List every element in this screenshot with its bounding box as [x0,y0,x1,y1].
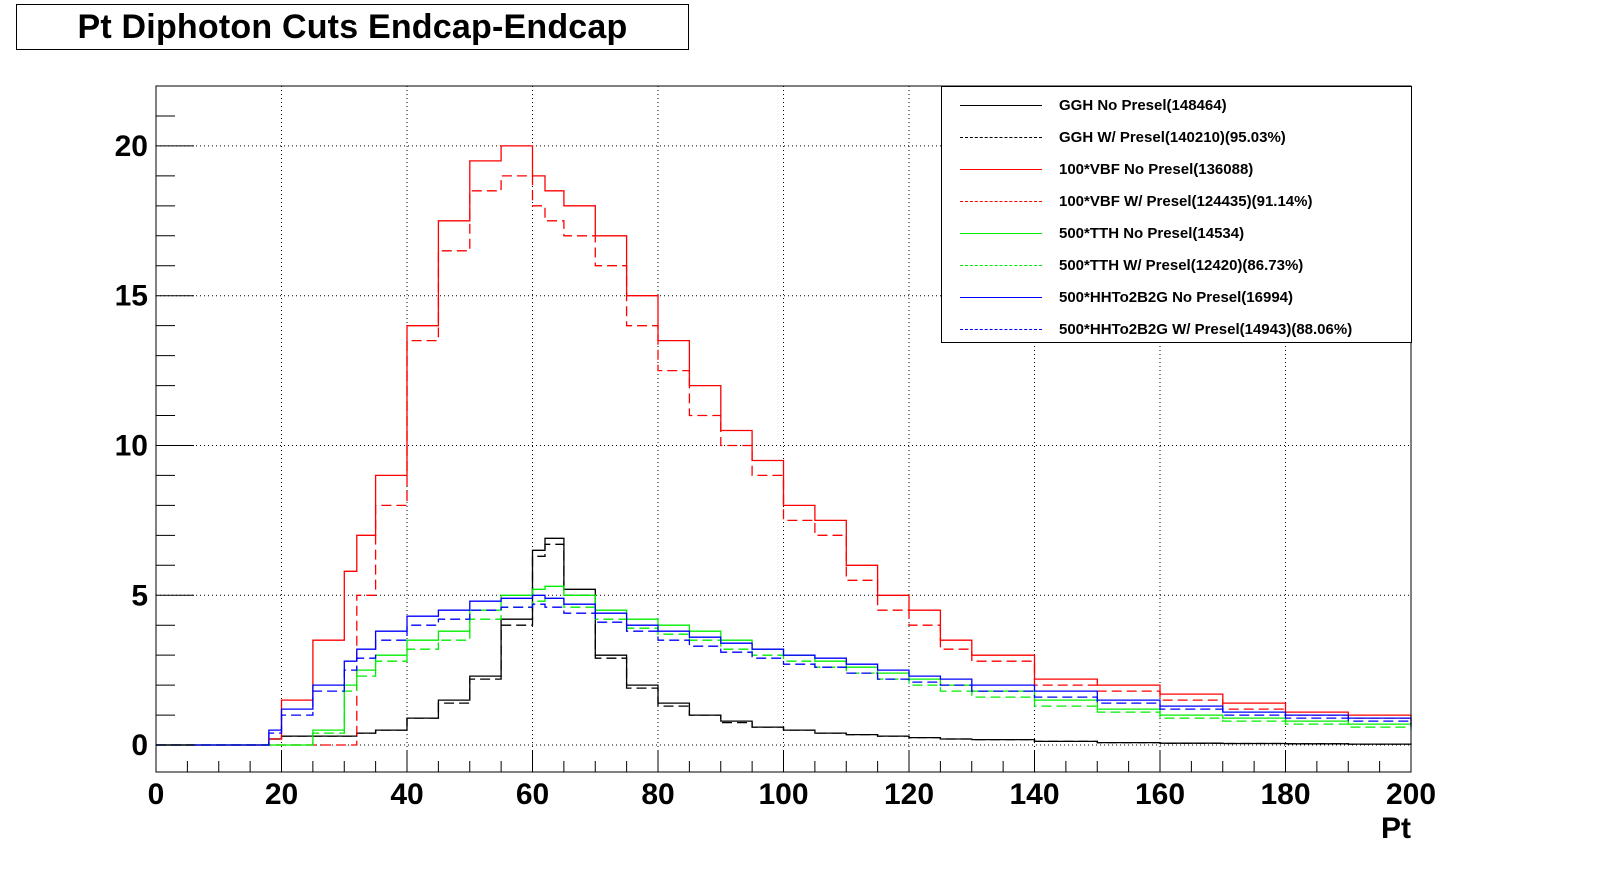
title-box: Pt Diphoton Cuts Endcap-Endcap [16,4,689,50]
x-tick-label: 80 [641,778,674,811]
series-line-5 [156,597,1412,746]
x-tick-label: 120 [884,778,934,811]
legend-entry: 100*VBF No Presel(136088) [942,154,1411,186]
x-tick-label: 0 [148,778,165,811]
x-tick-label: 200 [1386,778,1436,811]
series-line-2 [156,145,1412,746]
legend-line-sample [960,201,1042,202]
series-layer [156,145,1412,746]
x-tick-label: 180 [1260,778,1310,811]
legend-entry: GGH No Presel(148464) [942,90,1411,122]
x-tick-label: 160 [1135,778,1185,811]
series-line-3 [156,175,1412,746]
y-tick-label: 10 [115,429,148,462]
chart-title: Pt Diphoton Cuts Endcap-Endcap [77,7,628,46]
legend-line-sample [960,297,1042,298]
legend-label: GGH No Presel(148464) [1059,97,1227,114]
x-tick-label: 40 [390,778,423,811]
series-line-6 [156,594,1412,746]
legend-line-sample [960,329,1042,330]
legend: GGH No Presel(148464) GGH W/ Presel(14021… [941,86,1412,343]
y-tick-label: 5 [131,579,148,612]
x-tick-label: 140 [1009,778,1059,811]
legend-line-sample [960,169,1042,170]
legend-label: 100*VBF No Presel(136088) [1059,161,1254,178]
legend-label: 500*HHTo2B2G No Presel(16994) [1059,289,1293,306]
series-line-1 [156,543,1412,746]
x-axis-title: Pt [1381,812,1411,845]
legend-entry: 500*TTH No Presel(14534) [942,218,1411,250]
x-tick-label: 100 [758,778,808,811]
legend-label: 500*HHTo2B2G W/ Presel(14943)(88.06%) [1059,321,1353,338]
series-line-7 [156,603,1412,746]
x-tick-label: 60 [516,778,549,811]
legend-entry: 500*TTH W/ Presel(12420)(86.73%) [942,250,1411,282]
legend-line-sample [960,137,1042,138]
legend-label: 500*TTH No Presel(14534) [1059,225,1245,242]
legend-label: GGH W/ Presel(140210)(95.03%) [1059,129,1286,146]
legend-label: 500*TTH W/ Presel(12420)(86.73%) [1059,257,1304,274]
y-tick-label: 20 [115,130,148,163]
legend-label: 100*VBF W/ Presel(124435)(91.14%) [1059,193,1313,210]
x-tick-label: 20 [265,778,298,811]
legend-line-sample [960,233,1042,234]
legend-line-sample [960,105,1042,106]
axis-layer: 0 20 40 60 80 100 120 140 160 180 200 0 5 10 15 20 [115,85,1436,811]
legend-line-sample [960,265,1042,266]
legend-entry: 100*VBF W/ Presel(124435)(91.14%) [942,186,1411,218]
legend-entry: 500*HHTo2B2G No Presel(16994) [942,282,1411,314]
legend-entry: 500*HHTo2B2G W/ Presel(14943)(88.06%) [942,314,1411,346]
y-tick-label: 0 [131,729,148,762]
y-tick-label: 15 [115,280,148,313]
legend-entry: GGH W/ Presel(140210)(95.03%) [942,122,1411,154]
